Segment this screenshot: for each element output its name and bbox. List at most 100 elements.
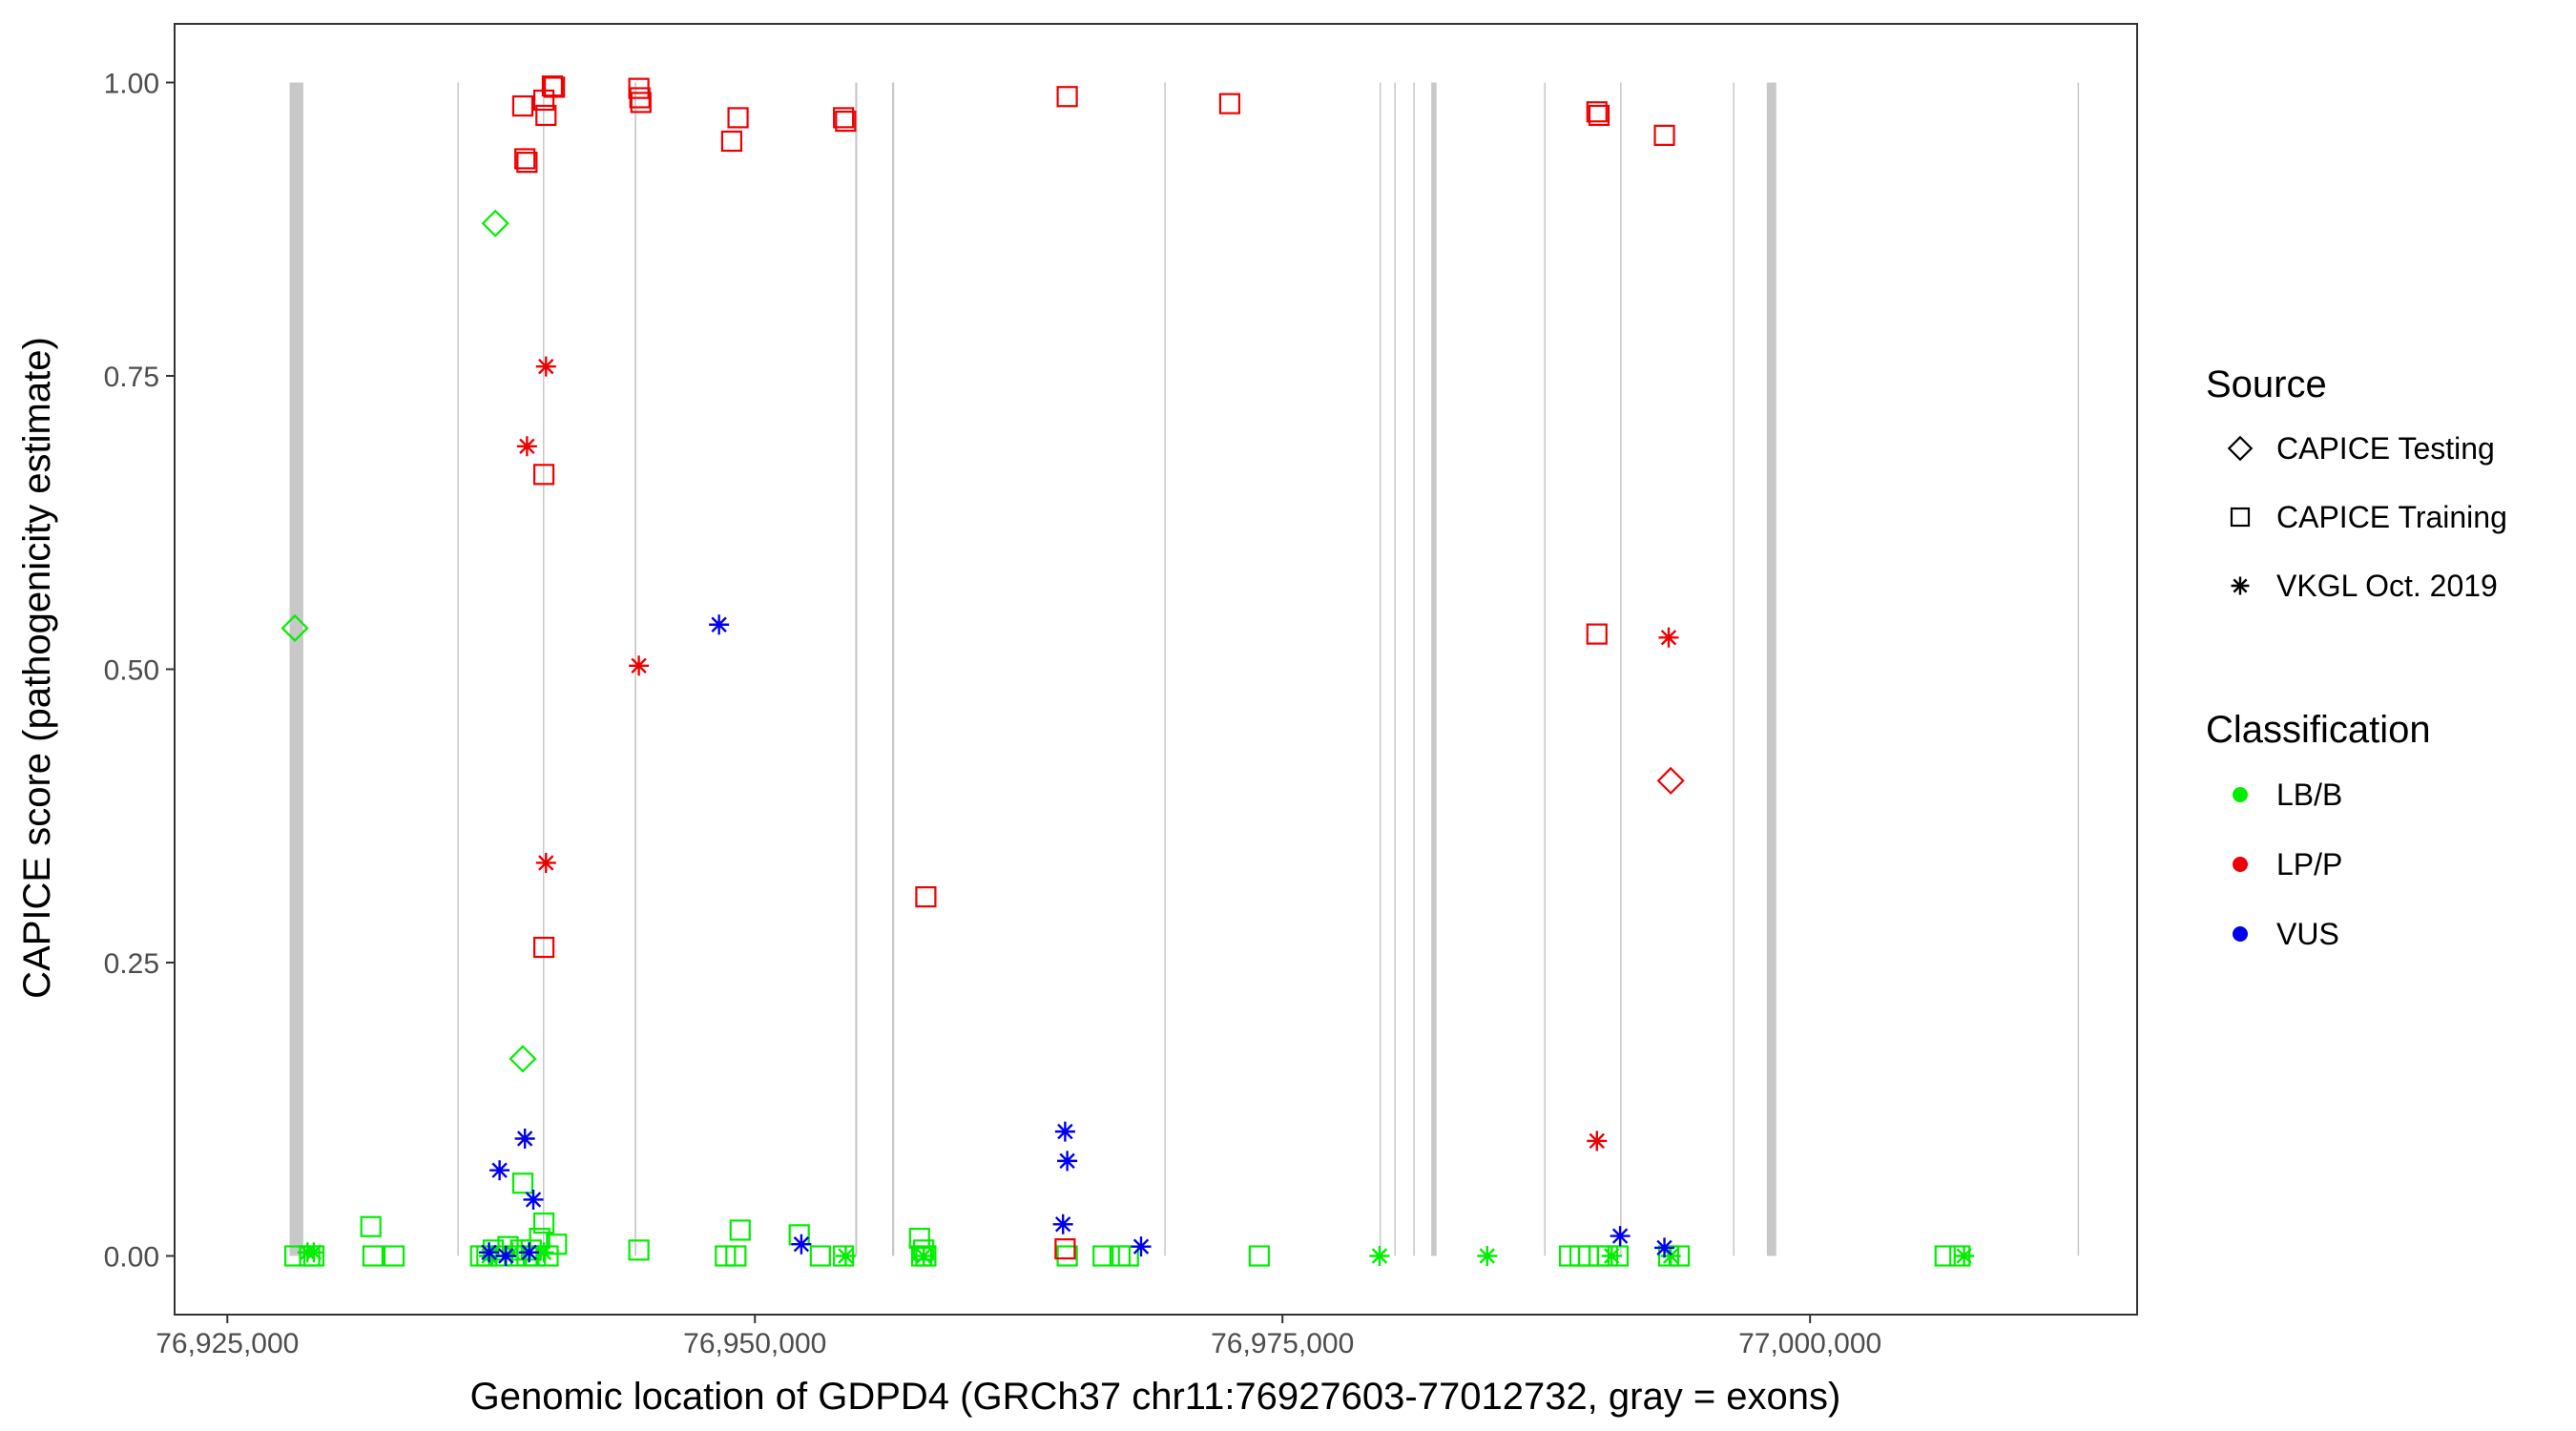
y-axis-title: CAPICE score (pathogenicity estimate) [16, 337, 58, 999]
y-tick-label: 0.00 [104, 1242, 159, 1274]
exon-band [855, 82, 858, 1256]
data-point [523, 1189, 544, 1210]
exon-band [1164, 82, 1166, 1256]
data-point [544, 76, 566, 98]
data-point [516, 152, 538, 174]
data-point [532, 464, 555, 486]
legend-classification-label: LP/P [2276, 847, 2342, 881]
data-point [913, 1246, 934, 1266]
data-point [532, 1212, 555, 1234]
data-point [835, 110, 857, 133]
data-point [383, 1245, 405, 1267]
data-point [1056, 86, 1078, 108]
data-point [1477, 1246, 1498, 1266]
data-point [729, 1219, 751, 1241]
data-point [1653, 124, 1675, 146]
exon-band [1620, 82, 1622, 1256]
data-point [709, 614, 730, 635]
data-point [1658, 627, 1679, 648]
data-point [1601, 1246, 1622, 1266]
exon-band [1431, 82, 1437, 1256]
data-point [360, 1215, 382, 1237]
data-point [630, 92, 652, 114]
data-point [495, 1246, 516, 1266]
data-point [519, 1242, 540, 1263]
legend-classification-key [2233, 926, 2248, 942]
data-point [481, 209, 509, 238]
data-point [1654, 1237, 1675, 1258]
data-point [532, 936, 555, 959]
exon-band [542, 82, 545, 1256]
data-point [1588, 104, 1610, 127]
exon-layer [289, 82, 2080, 1256]
panel-background [175, 24, 2137, 1315]
data-point [1057, 1151, 1078, 1172]
legend-classification-key [2233, 787, 2248, 802]
legend-source-label: VKGL Oct. 2019 [2276, 569, 2498, 603]
data-point [1369, 1246, 1390, 1266]
y-axis: 0.00 0.25 0.50 0.75 1.00 [104, 69, 175, 1274]
data-point [479, 1242, 500, 1263]
x-axis: 76,925,000 76,950,000 76,975,000 77,000,000 [156, 1315, 1881, 1359]
legend-source-label: CAPICE Testing [2276, 431, 2495, 466]
y-tick-label: 0.25 [104, 948, 159, 980]
data-point [1660, 1246, 1681, 1266]
data-point [1117, 1245, 1139, 1267]
exon-band [457, 82, 459, 1256]
data-point [1218, 93, 1241, 114]
exon-band [1413, 82, 1415, 1256]
point-layer [280, 75, 1975, 1267]
data-point [1587, 1130, 1608, 1151]
data-point [1052, 1213, 1073, 1234]
legend-classification-label: LB/B [2276, 778, 2342, 812]
data-point [1586, 101, 1608, 123]
data-point [535, 852, 556, 873]
legend-source-key [2230, 507, 2251, 528]
data-point [535, 104, 557, 127]
data-point [1248, 1245, 1270, 1267]
legend-source-key [2227, 435, 2254, 462]
data-point [546, 1234, 568, 1255]
exon-band [1394, 82, 1396, 1256]
data-point [1092, 1245, 1114, 1267]
legend-source-title: Source [2206, 363, 2327, 405]
exon-band [1379, 82, 1381, 1256]
data-point [516, 436, 537, 457]
data-point [720, 130, 743, 153]
data-point [809, 1245, 831, 1267]
exon-band [2077, 82, 2080, 1256]
exon-band [289, 82, 303, 1256]
data-point [1656, 766, 1685, 795]
legend-classification-title: Classification [2206, 709, 2431, 751]
legend-classification-label: VUS [2276, 917, 2339, 951]
data-point [1954, 1246, 1975, 1266]
data-point [835, 1246, 856, 1266]
legend: Source CAPICE Testing CAPICE Training VKGL … [2206, 363, 2507, 951]
x-tick-label: 76,950,000 [683, 1328, 826, 1359]
data-point [489, 1160, 510, 1181]
y-tick-label: 0.75 [104, 362, 159, 393]
data-point [1054, 1238, 1076, 1260]
data-point [1056, 1245, 1078, 1267]
data-point [725, 1245, 747, 1267]
data-point [514, 148, 536, 170]
data-point [511, 94, 534, 117]
exon-band [1733, 82, 1735, 1256]
exon-band [892, 82, 895, 1256]
data-point [511, 1172, 534, 1194]
data-point [791, 1234, 812, 1255]
y-tick-label: 0.50 [104, 655, 159, 687]
data-point [362, 1245, 384, 1267]
y-tick-label: 1.00 [104, 69, 159, 100]
data-point [537, 1245, 559, 1267]
data-point [1586, 623, 1608, 645]
data-point [1610, 1226, 1631, 1247]
data-point [727, 107, 749, 129]
data-point [535, 356, 556, 377]
data-point [502, 1242, 523, 1263]
x-tick-label: 77,000,000 [1738, 1328, 1881, 1359]
x-tick-label: 76,975,000 [1211, 1328, 1354, 1359]
data-point [908, 1227, 930, 1250]
data-point [509, 1045, 537, 1073]
